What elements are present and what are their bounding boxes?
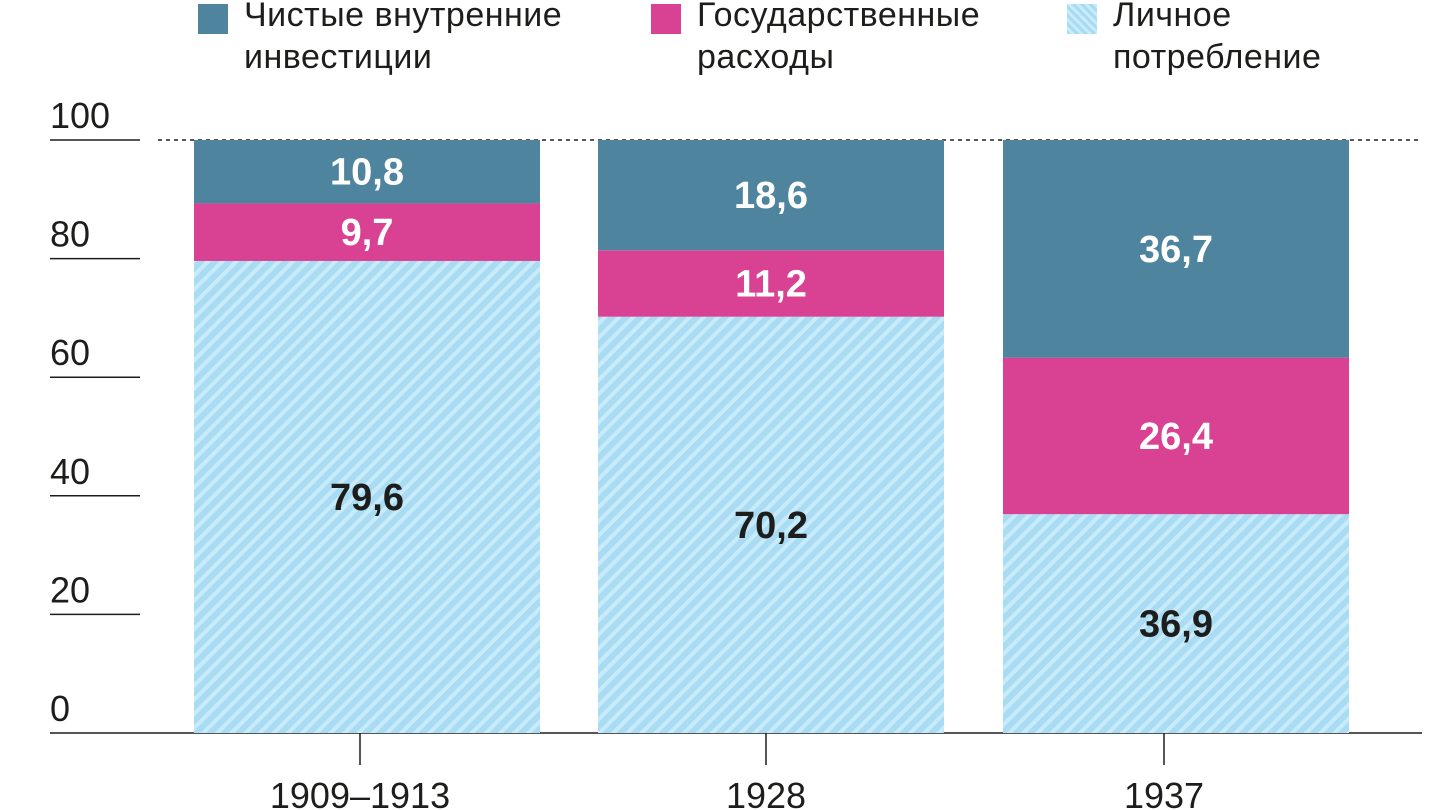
- legend-swatch-consumption: [1067, 4, 1097, 34]
- legend-label-investment: Чистые внутренние инвестиции: [244, 0, 563, 76]
- y-tick-label: 0: [50, 688, 70, 729]
- x-category-label: 1909–1913: [270, 775, 450, 810]
- bar-value-label: 36,9: [1139, 604, 1213, 646]
- bar-value-label: 26,4: [1139, 416, 1213, 458]
- bar-segment: [598, 250, 944, 317]
- bar-value-label: 10,8: [330, 152, 404, 194]
- x-category-label: 1937: [1124, 775, 1204, 810]
- bar-value-label: 18,6: [734, 175, 808, 217]
- bar-segment: [1003, 140, 1349, 358]
- y-tick-label: 80: [50, 214, 90, 255]
- legend-label-consumption: Личное потребление: [1113, 0, 1322, 76]
- legend-item-investment: Чистые внутренние инвестиции: [198, 0, 562, 78]
- bar-value-label: 11,2: [735, 264, 807, 306]
- bar-value-label: 79,6: [330, 477, 404, 519]
- y-tick-label: 60: [50, 332, 90, 373]
- legend-item-consumption: Личное потребление: [1067, 0, 1321, 78]
- legend-label-government: Государственные расходы: [697, 0, 981, 76]
- bar-segment: [598, 140, 944, 251]
- chart-legend: Чистые внутренние инвестиции Государстве…: [0, 0, 1440, 90]
- bar-value-label: 36,7: [1139, 229, 1213, 271]
- bar-value-label: 9,7: [341, 212, 394, 254]
- x-category-label: 1928: [726, 775, 806, 810]
- legend-swatch-investment: [198, 4, 228, 34]
- legend-item-government: Государственные расходы: [651, 0, 980, 78]
- legend-swatch-government: [651, 4, 681, 34]
- bar-segment: [194, 260, 540, 733]
- bar-segment: [598, 316, 944, 733]
- bar-segment: [1003, 357, 1349, 515]
- y-tick-label: 100: [50, 95, 110, 136]
- bar-segment: [194, 203, 540, 261]
- y-tick-label: 20: [50, 569, 90, 610]
- bar-segment: [1003, 514, 1349, 733]
- bar-segment: [194, 140, 540, 204]
- y-tick-label: 40: [50, 451, 90, 492]
- bar-value-label: 70,2: [734, 505, 808, 547]
